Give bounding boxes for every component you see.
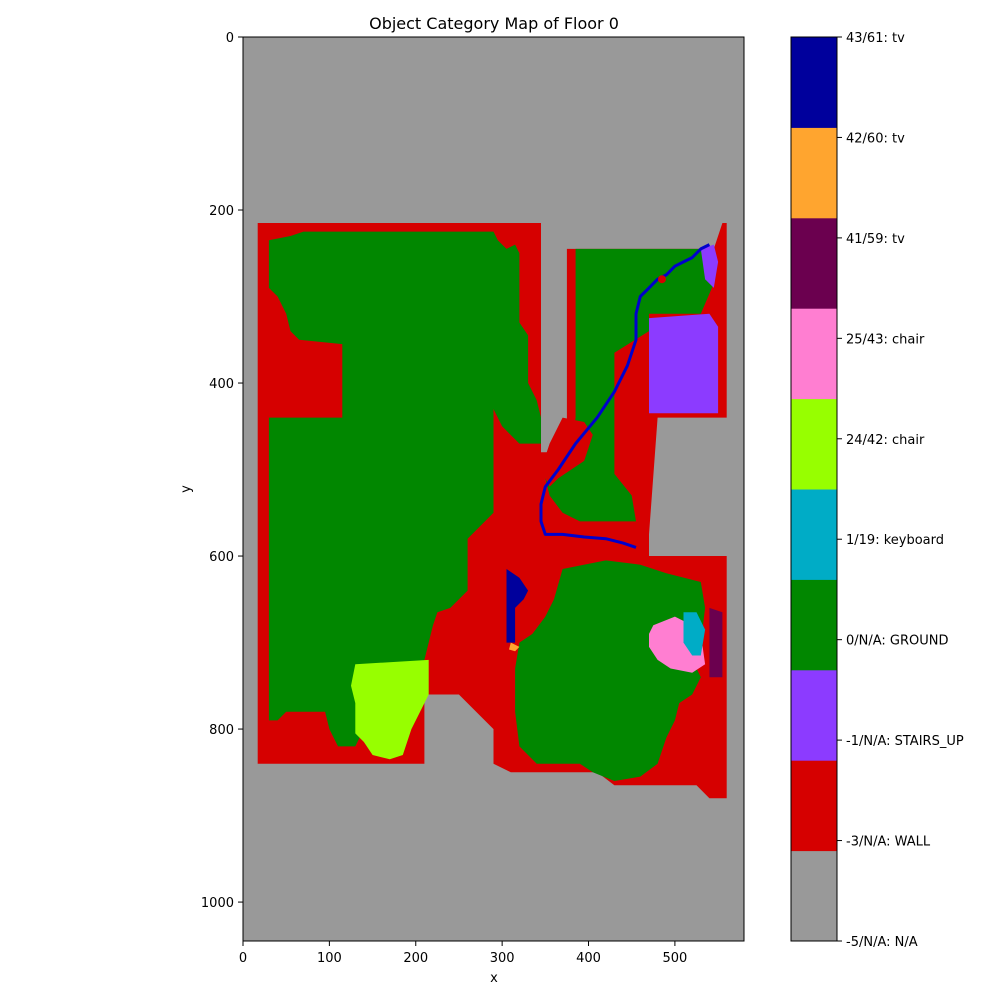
- region-3: [515, 560, 706, 781]
- colorbar-label: -3/N/A: WALL: [846, 835, 931, 850]
- x-tick-label: 100: [317, 951, 342, 966]
- region-4: [649, 313, 719, 414]
- colorbar-label: 0/N/A: GROUND: [846, 634, 949, 649]
- marker-0: [657, 275, 666, 284]
- y-axis: 0 200 400 600 800 1000: [201, 31, 243, 911]
- y-tick-label: 400: [209, 377, 234, 392]
- colorbar-swatch: [791, 217, 837, 309]
- colorbar-label: 41/59: tv: [846, 232, 905, 247]
- colorbar-label: 42/60: tv: [846, 131, 905, 146]
- colorbar-frame: [790, 36, 838, 942]
- colorbar-swatch: [791, 579, 837, 671]
- colorbar-swatch: [791, 669, 837, 761]
- colorbar-swatch: [791, 850, 837, 942]
- x-tick-label: 200: [403, 951, 428, 966]
- colorbar-swatch: [791, 489, 837, 580]
- path-line: [539, 243, 711, 549]
- colorbar-swatch: [791, 37, 837, 128]
- colorbar: 43/61: tv 42/60: tv 41/59: tv 25/43: chair 2…: [790, 31, 964, 950]
- colorbar-label: 43/61: tv: [846, 31, 905, 46]
- region-9: [709, 607, 723, 678]
- region-2: [545, 248, 714, 522]
- colorbar-swatch: [791, 308, 837, 400]
- markers: [657, 275, 666, 284]
- region-11: [509, 642, 520, 652]
- y-tick-label: 200: [209, 204, 234, 219]
- y-axis-label: y: [179, 485, 194, 493]
- region-6: [351, 659, 429, 760]
- x-tick-label: 400: [576, 951, 601, 966]
- region-1: [268, 231, 541, 747]
- y-tick-label: 1000: [201, 896, 234, 911]
- colorbar-swatch: [791, 398, 837, 490]
- region-5: [700, 244, 719, 288]
- plot-frame: [242, 36, 745, 942]
- chart-title: Object Category Map of Floor 0: [369, 14, 619, 33]
- colorbar-label: 24/42: chair: [846, 433, 925, 448]
- colorbar-label: 25/43: chair: [846, 332, 925, 347]
- x-tick-label: 500: [662, 951, 687, 966]
- region-8: [683, 612, 706, 656]
- colorbar-swatch: [791, 760, 837, 852]
- x-axis-label: x: [490, 971, 498, 986]
- x-axis: 0 100 200 300 400 500: [239, 941, 687, 966]
- y-tick-label: 600: [209, 550, 234, 565]
- category-regions: [257, 223, 727, 799]
- y-tick-label: 0: [226, 31, 234, 46]
- x-tick-label: 0: [239, 951, 247, 966]
- region-10: [506, 569, 529, 643]
- y-tick-label: 800: [209, 723, 234, 738]
- colorbar-label: -5/N/A: N/A: [846, 935, 918, 950]
- region-12: [541, 417, 593, 487]
- x-tick-label: 300: [490, 951, 515, 966]
- colorbar-label: 1/19: keyboard: [846, 533, 944, 548]
- agent-path: [539, 243, 711, 549]
- plot-area: [242, 36, 745, 942]
- colorbar-label: -1/N/A: STAIRS_UP: [846, 734, 964, 749]
- colorbar-swatch: [791, 127, 837, 219]
